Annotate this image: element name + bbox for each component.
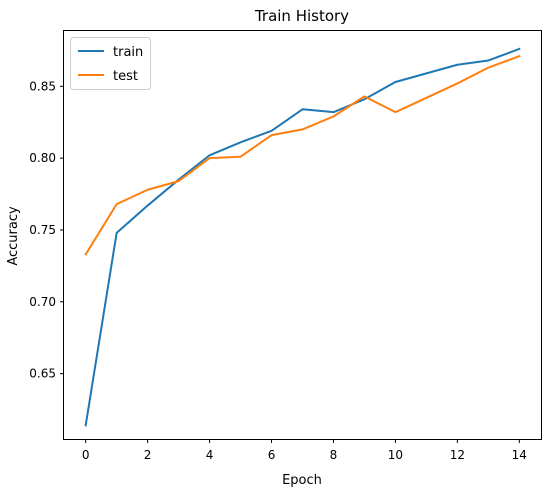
x-axis-ticks: 0 2 4 6 8 10 12 14 <box>82 439 527 462</box>
legend: train test <box>70 37 151 90</box>
x-tick-label: 12 <box>450 448 465 462</box>
x-tick-label: 2 <box>144 448 152 462</box>
y-tick-label: 0.70 <box>29 295 56 309</box>
y-axis-ticks: 0.65 0.70 0.75 0.80 0.85 <box>29 79 64 381</box>
x-tick-label: 4 <box>206 448 214 462</box>
chart-title: Train History <box>254 7 349 25</box>
x-tick-label: 0 <box>82 448 90 462</box>
x-tick-label: 10 <box>388 448 403 462</box>
legend-label-test: test <box>113 69 138 84</box>
y-tick-label: 0.65 <box>29 367 56 381</box>
x-axis-label: Epoch <box>282 473 322 488</box>
series-line-train <box>84 47 521 427</box>
y-tick-label: 0.75 <box>29 223 56 237</box>
x-tick-label: 14 <box>512 448 527 462</box>
plot-lines <box>84 47 521 427</box>
y-tick-label: 0.85 <box>29 79 56 93</box>
x-tick-label: 8 <box>330 448 338 462</box>
y-tick-label: 0.80 <box>29 151 56 165</box>
legend-label-train: train <box>113 45 143 60</box>
series-line-test <box>84 54 521 256</box>
x-tick-label: 6 <box>268 448 276 462</box>
plot-frame <box>63 30 542 440</box>
y-axis-label: Accuracy <box>6 206 21 266</box>
